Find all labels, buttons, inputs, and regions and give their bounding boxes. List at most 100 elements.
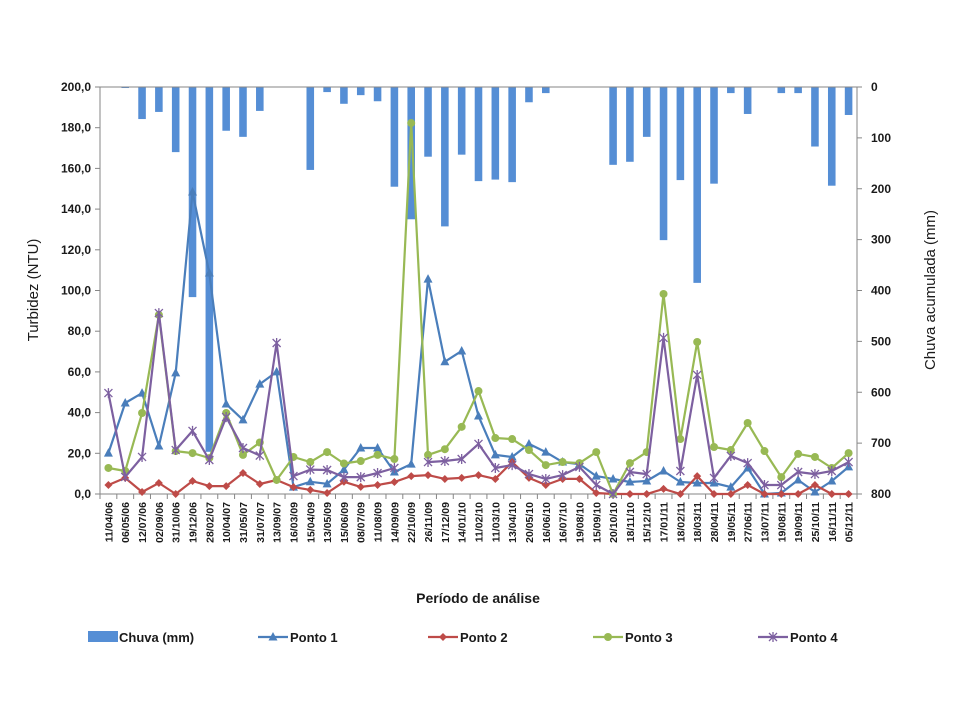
category-label: 26/11/09 [423, 502, 435, 542]
legend-label: Ponto 1 [290, 630, 338, 645]
data-point [558, 470, 568, 481]
data-point [154, 440, 164, 450]
data-point [726, 446, 735, 455]
left-tick-label: 200,0 [61, 80, 91, 94]
right-tick-label: 400 [871, 284, 891, 298]
data-point [541, 447, 551, 456]
data-point [625, 459, 634, 468]
category-label: 17/12/09 [440, 502, 452, 543]
rain-bar [811, 87, 819, 147]
data-point [272, 475, 281, 484]
data-point [204, 267, 214, 277]
data-point [305, 476, 315, 486]
category-label: 19/05/11 [726, 502, 738, 542]
rain-bar [844, 87, 853, 115]
category-label: 14/09/09 [389, 502, 401, 543]
left-tick-label: 100,0 [61, 284, 91, 298]
data-point [255, 379, 265, 388]
data-point [692, 369, 702, 380]
data-point [777, 490, 786, 498]
data-point [289, 483, 298, 492]
category-label: 15/04/09 [305, 502, 317, 543]
data-point [407, 119, 416, 128]
data-point [794, 490, 803, 498]
data-point [844, 449, 853, 458]
legend-label: Chuva (mm) [119, 630, 194, 645]
data-point [659, 466, 669, 475]
category-label: 19/09/11 [793, 502, 805, 542]
data-point [726, 450, 736, 461]
data-point [238, 469, 247, 478]
data-point [171, 490, 180, 498]
data-point [760, 480, 769, 491]
data-point [120, 398, 130, 407]
data-point [104, 463, 113, 472]
legend-item: Ponto 2 [428, 630, 508, 645]
data-point [323, 448, 332, 457]
category-label: 16/07/10 [558, 502, 570, 543]
data-point [339, 464, 349, 474]
data-point [793, 467, 803, 478]
rain-bar [727, 87, 735, 94]
right-tick-label: 600 [871, 385, 891, 399]
category-label: 22/10/09 [406, 502, 418, 543]
data-point [120, 471, 130, 482]
category-label: 13/09/07 [272, 502, 284, 543]
data-point [373, 450, 382, 459]
data-point [592, 448, 601, 457]
series-ponto-4 [103, 308, 854, 499]
data-point [490, 462, 500, 473]
data-point [103, 448, 113, 457]
data-point [188, 476, 197, 485]
rain-bar [777, 87, 786, 94]
data-point [171, 445, 181, 456]
category-label: 27/06/11 [743, 502, 755, 542]
data-point [138, 487, 147, 496]
y2-axis-title: Chuva acumulada (mm) [922, 210, 939, 370]
data-point [592, 488, 601, 497]
legend-marker [604, 633, 612, 641]
data-point [137, 451, 147, 462]
left-tick-label: 0,0 [74, 487, 91, 501]
rain-bar [373, 87, 382, 102]
data-point [356, 472, 366, 483]
rain-bar [457, 87, 466, 155]
data-point [726, 490, 735, 498]
data-point [642, 490, 651, 498]
data-point [104, 481, 113, 490]
data-point [322, 478, 332, 488]
legend-item: Chuva (mm) [88, 630, 194, 645]
data-point [776, 480, 786, 491]
rain-bar [390, 87, 399, 187]
data-point [491, 434, 500, 443]
series-ponto-2 [104, 458, 853, 498]
data-point [558, 458, 567, 467]
data-point [457, 422, 466, 431]
category-label: 02/09/06 [154, 502, 166, 543]
data-point [457, 453, 467, 464]
data-point [591, 480, 601, 491]
left-tick-label: 80,0 [68, 324, 92, 338]
data-point [844, 490, 853, 498]
data-point [373, 481, 382, 490]
category-label: 16/06/10 [541, 502, 553, 543]
left-tick-label: 20,0 [68, 446, 92, 460]
left-tick-label: 60,0 [68, 365, 92, 379]
category-label: 31/07/07 [255, 502, 267, 543]
data-point [305, 464, 315, 475]
rain-bar [827, 87, 836, 186]
rain-bar [239, 87, 247, 137]
left-tick-label: 120,0 [61, 243, 91, 257]
data-point [407, 472, 416, 481]
data-point [255, 480, 264, 489]
category-label: 13/07/11 [759, 502, 771, 542]
data-point [591, 471, 601, 480]
data-point [306, 485, 315, 494]
data-point [188, 425, 197, 436]
data-point [204, 455, 214, 466]
data-point [424, 450, 433, 459]
data-point [642, 475, 652, 485]
left-tick-label: 40,0 [68, 406, 92, 420]
data-point [827, 490, 836, 498]
rain-bar [424, 87, 432, 157]
